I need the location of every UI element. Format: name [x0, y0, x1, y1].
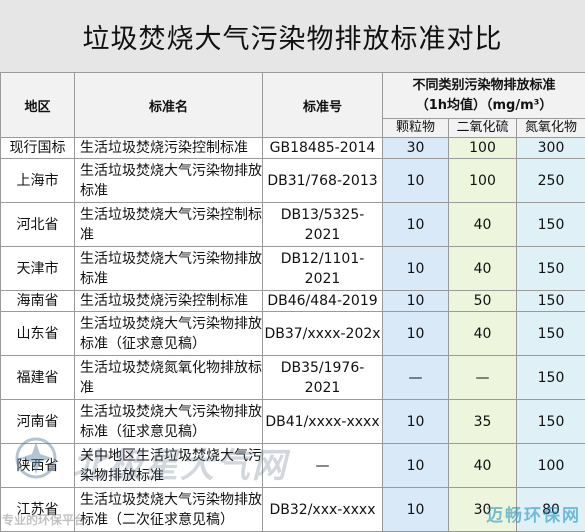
region-cell: 海南省 [1, 291, 75, 312]
pm-value: 10 [383, 203, 449, 247]
standard-name-cell: 生活垃圾焚烧氮氧化物排放标准 [75, 356, 263, 400]
standards-table: 地区 标准名 标准号 不同类别污染物排放标准 （1h均值）（mg/m³） 颗粒物… [0, 72, 585, 532]
so2-value: — [449, 356, 517, 400]
so2-value: 30 [449, 488, 517, 532]
so2-value: 40 [449, 444, 517, 488]
header-group-line1: 不同类别污染物排放标准 [383, 76, 585, 96]
nox-value: 150 [517, 356, 585, 400]
standard-name-cell: 生活垃圾焚烧大气污染物排放标准 [75, 247, 263, 291]
nox-value: 150 [517, 247, 585, 291]
standard-name-cell: 关中地区生活垃圾焚烧大气污染物排放标准 [75, 444, 263, 488]
header-name: 标准名 [75, 73, 263, 138]
pm-value: — [383, 356, 449, 400]
standard-name-cell: 生活垃圾焚烧污染控制标准 [75, 291, 263, 312]
standard-code-cell: DB31/768-2013 [263, 159, 383, 203]
nox-value: 80 [517, 488, 585, 532]
nox-value: 150 [517, 400, 585, 444]
table-row: 山东省 生活垃圾焚烧大气污染物排放标准（征求意见稿） DB37/xxxx-202… [1, 312, 585, 356]
standard-code-cell: GB18485-2014 [263, 138, 383, 159]
table-row: 海南省 生活垃圾焚烧污染控制标准 DB46/484-2019 10 50 150 [1, 291, 585, 312]
standard-name-cell: 生活垃圾焚烧大气污染物排放标准 [75, 159, 263, 203]
standard-name-cell: 生活垃圾焚烧大气污染物排放标准（二次征求意见稿） [75, 488, 263, 532]
table-row: 江苏省 生活垃圾焚烧大气污染物排放标准（二次征求意见稿） DB32/xxx-xx… [1, 488, 585, 532]
header-nox: 氮氧化物 [517, 119, 585, 138]
standard-code-cell: DB13/5325-2021 [263, 203, 383, 247]
region-cell: 江苏省 [1, 488, 75, 532]
table-row: 陕西省 关中地区生活垃圾焚烧大气污染物排放标准 — 10 40 100 [1, 444, 585, 488]
standard-name-cell: 生活垃圾焚烧污染控制标准 [75, 138, 263, 159]
table-row: 福建省 生活垃圾焚烧氮氧化物排放标准 DB35/1976-2021 — — 15… [1, 356, 585, 400]
region-cell: 上海市 [1, 159, 75, 203]
so2-value: 40 [449, 312, 517, 356]
header-code: 标准号 [263, 73, 383, 138]
pm-value: 10 [383, 291, 449, 312]
so2-value: 40 [449, 247, 517, 291]
standard-name-cell: 生活垃圾焚烧大气污染物排放标准（征求意见稿） [75, 312, 263, 356]
region-cell: 河北省 [1, 203, 75, 247]
standard-code-cell: DB46/484-2019 [263, 291, 383, 312]
pm-value: 10 [383, 159, 449, 203]
table-row: 河北省 生活垃圾焚烧大气污染控制标准 DB13/5325-2021 10 40 … [1, 203, 585, 247]
pm-value: 10 [383, 247, 449, 291]
table-row: 天津市 生活垃圾焚烧大气污染物排放标准 DB12/1101-2021 10 40… [1, 247, 585, 291]
header-region: 地区 [1, 73, 75, 138]
nox-value: 250 [517, 159, 585, 203]
pm-value: 10 [383, 312, 449, 356]
so2-value: 50 [449, 291, 517, 312]
nox-value: 150 [517, 291, 585, 312]
standard-name-cell: 生活垃圾焚烧大气污染物排放标准（征求意见稿） [75, 400, 263, 444]
page-title: 垃圾焚烧大气污染物排放标准对比 [0, 0, 585, 73]
pm-value: 10 [383, 488, 449, 532]
so2-value: 100 [449, 159, 517, 203]
pm-value: 10 [383, 400, 449, 444]
region-cell: 福建省 [1, 356, 75, 400]
pm-value: 30 [383, 138, 449, 159]
header-group-line2: （1h均值）（mg/m³） [383, 96, 585, 116]
standard-code-cell: DB35/1976-2021 [263, 356, 383, 400]
region-cell: 现行国标 [1, 138, 75, 159]
region-cell: 天津市 [1, 247, 75, 291]
table-row: 上海市 生活垃圾焚烧大气污染物排放标准 DB31/768-2013 10 100… [1, 159, 585, 203]
nox-value: 150 [517, 312, 585, 356]
so2-value: 35 [449, 400, 517, 444]
so2-value: 100 [449, 138, 517, 159]
header-pollutant-group: 不同类别污染物排放标准 （1h均值）（mg/m³） [383, 73, 585, 119]
standard-name-cell: 生活垃圾焚烧大气污染控制标准 [75, 203, 263, 247]
standard-code-cell: DB32/xxx-xxxx [263, 488, 383, 532]
standard-code-cell: DB41/xxxx-xxxx [263, 400, 383, 444]
so2-value: 40 [449, 203, 517, 247]
standard-code-cell: — [263, 444, 383, 488]
pm-value: 10 [383, 444, 449, 488]
standard-code-cell: DB12/1101-2021 [263, 247, 383, 291]
table-row: 河南省 生活垃圾焚烧大气污染物排放标准（征求意见稿） DB41/xxxx-xxx… [1, 400, 585, 444]
table-row: 现行国标 生活垃圾焚烧污染控制标准 GB18485-2014 30 100 30… [1, 138, 585, 159]
standard-code-cell: DB37/xxxx-202x [263, 312, 383, 356]
region-cell: 陕西省 [1, 444, 75, 488]
nox-value: 150 [517, 203, 585, 247]
nox-value: 100 [517, 444, 585, 488]
region-cell: 河南省 [1, 400, 75, 444]
nox-value: 300 [517, 138, 585, 159]
header-pm: 颗粒物 [383, 119, 449, 138]
region-cell: 山东省 [1, 312, 75, 356]
header-so2: 二氧化硫 [449, 119, 517, 138]
